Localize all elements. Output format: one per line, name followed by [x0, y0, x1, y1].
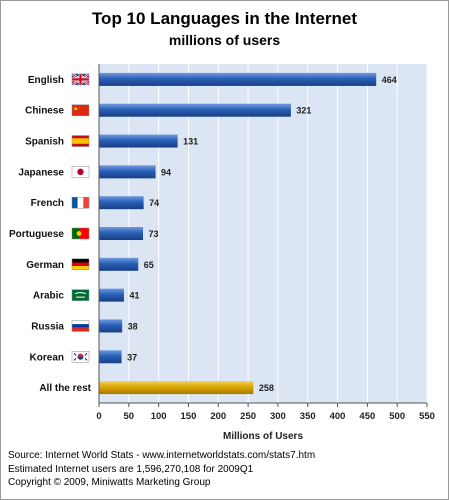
category-label: Portuguese [9, 229, 64, 240]
bar [99, 319, 123, 333]
x-tick-label: 100 [151, 411, 167, 422]
saudi-arabia-flag-icon [71, 289, 90, 301]
bar [99, 381, 254, 395]
bar [99, 165, 156, 179]
bar [99, 257, 139, 271]
bar [99, 196, 144, 210]
category-label: German [26, 260, 64, 271]
category-label: Spanish [25, 137, 64, 148]
chart-title: Top 10 Languages in the Internet [91, 9, 358, 28]
x-tick-label: 250 [240, 411, 256, 422]
bar [99, 350, 122, 364]
category-label: Arabic [33, 291, 65, 302]
value-label: 94 [161, 167, 171, 177]
category-label: French [31, 198, 64, 209]
x-tick-label: 400 [330, 411, 346, 422]
bar [99, 72, 377, 86]
korea-flag-icon [71, 351, 90, 363]
germany-flag-icon [71, 258, 90, 271]
category-label: Russia [31, 321, 64, 332]
value-label: 74 [149, 198, 159, 208]
china-flag-icon: ★ [71, 104, 90, 116]
value-label: 37 [127, 352, 137, 362]
x-tick-label: 150 [181, 411, 197, 422]
x-tick-label: 200 [210, 411, 226, 422]
japan-flag-icon [71, 166, 90, 178]
x-tick-label: 50 [124, 411, 135, 422]
bar [99, 103, 291, 117]
x-tick-label: 550 [419, 411, 435, 422]
category-label: All the rest [39, 383, 91, 394]
value-label: 65 [144, 260, 154, 270]
x-axis-title: Millions of Users [223, 431, 303, 442]
category-label: Korean [30, 352, 64, 363]
footer: Source: Internet World Stats - www.inter… [8, 449, 315, 490]
category-label: Japanese [18, 167, 64, 178]
x-tick-label: 500 [389, 411, 405, 422]
value-label: 38 [128, 321, 138, 331]
value-label: 321 [296, 106, 311, 116]
value-label: 258 [259, 383, 274, 393]
value-label: 131 [183, 137, 198, 147]
bar [99, 288, 124, 302]
russia-flag-icon [71, 320, 90, 332]
category-label: English [28, 75, 64, 86]
bar [99, 227, 144, 240]
source-note: Source: Internet World Stats - www.inter… [8, 450, 316, 461]
portugal-flag-icon [71, 227, 90, 240]
spain-flag-icon [71, 135, 90, 147]
x-tick-label: 0 [96, 411, 101, 422]
uk-flag-icon [71, 72, 90, 86]
x-tick-label: 350 [300, 411, 316, 422]
value-label: 41 [129, 291, 139, 301]
value-label: 464 [382, 75, 397, 85]
chart-subtitle: millions of users [168, 32, 281, 48]
estimate-note: Estimated Internet users are 1,596,270,1… [8, 463, 254, 475]
bar [99, 134, 178, 148]
value-label: 73 [149, 229, 159, 239]
x-tick-label: 300 [270, 411, 286, 422]
copyright-note: Copyright © 2009, Miniwatts Marketing Gr… [8, 477, 211, 488]
x-tick-label: 450 [359, 411, 375, 422]
category-label: Chinese [25, 106, 64, 117]
svg-text:★: ★ [73, 106, 78, 112]
plot-area [99, 64, 427, 403]
france-flag-icon [71, 196, 90, 209]
